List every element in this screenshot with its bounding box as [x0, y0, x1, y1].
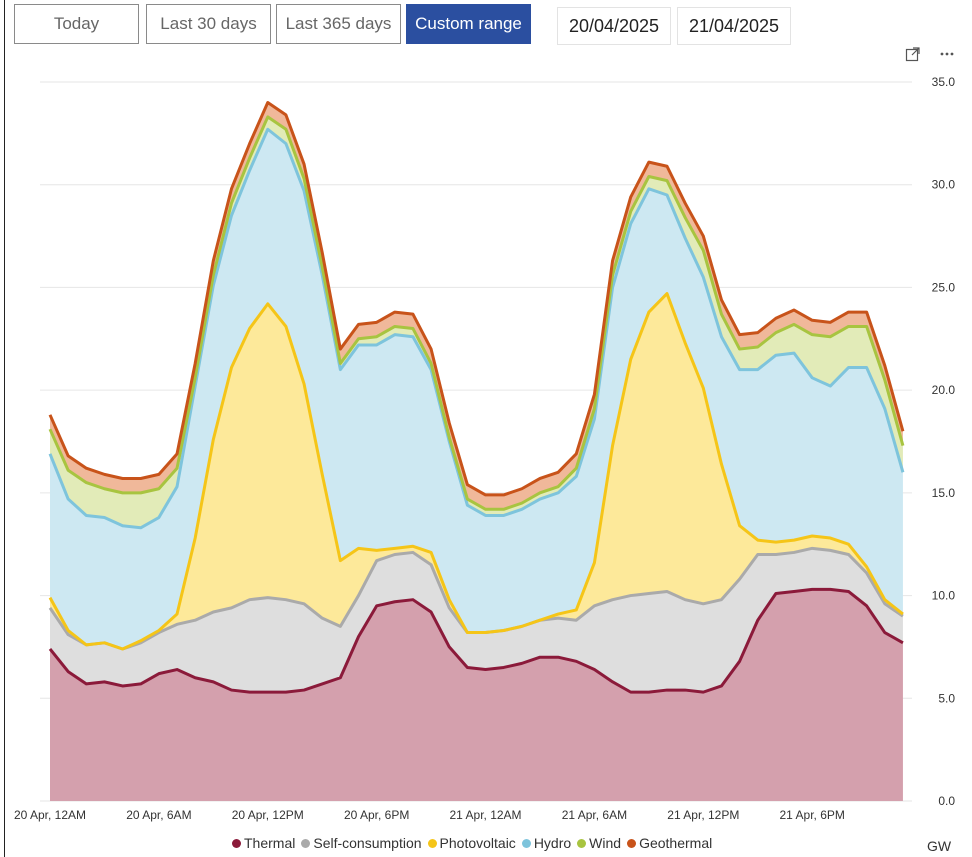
- y-tick-label: 20.0: [932, 383, 956, 397]
- end-date-field[interactable]: 21/04/2025: [677, 7, 791, 45]
- legend-item-photovoltaic[interactable]: Photovoltaic: [427, 835, 516, 851]
- last-365-days-button[interactable]: Last 365 days: [276, 4, 401, 44]
- line-wind: [48, 115, 905, 511]
- x-tick-label: 21 Apr, 6PM: [780, 808, 845, 822]
- more-options-icon[interactable]: [937, 44, 957, 64]
- x-tick-label: 21 Apr, 12PM: [667, 808, 739, 822]
- legend-label: Wind: [589, 835, 622, 851]
- legend-item-self-consumption[interactable]: Self-consumption: [301, 835, 422, 851]
- line-hydro: [48, 127, 905, 530]
- line-geothermal: [48, 101, 905, 497]
- line-photovoltaic: [48, 292, 904, 651]
- y-tick-label: 5.0: [938, 691, 955, 705]
- x-tick-label: 20 Apr, 12AM: [14, 808, 86, 822]
- x-tick-label: 20 Apr, 12PM: [232, 808, 304, 822]
- legend-label: Geothermal: [639, 835, 713, 851]
- area-photovoltaic: [50, 293, 903, 649]
- series-lines: [48, 101, 905, 694]
- last-30-days-button[interactable]: Last 30 days: [146, 4, 271, 44]
- line-thermal: [48, 587, 904, 694]
- x-axis-ticks: 20 Apr, 12AM 20 Apr, 6AM 20 Apr, 12PM 20 Ap…: [14, 808, 845, 822]
- legend-dot: [427, 838, 437, 848]
- left-border: [4, 0, 5, 857]
- legend-item-wind[interactable]: Wind: [577, 835, 621, 851]
- expand-icon[interactable]: [903, 44, 923, 64]
- x-tick-label: 21 Apr, 12AM: [450, 808, 522, 822]
- start-date-field[interactable]: 20/04/2025: [557, 7, 671, 45]
- x-tick-label: 21 Apr, 6AM: [562, 808, 627, 822]
- y-axis-ticks: 0.0 5.0 10.0 15.0 20.0 25.0 30.0 35.0: [932, 75, 956, 808]
- today-button[interactable]: Today: [14, 4, 139, 44]
- y-tick-label: 30.0: [932, 178, 956, 192]
- legend-dot: [301, 838, 311, 848]
- y-tick-label: 25.0: [932, 280, 956, 294]
- x-tick-label: 20 Apr, 6AM: [126, 808, 191, 822]
- legend-dot: [627, 838, 637, 848]
- unit-label: GW: [927, 838, 952, 854]
- y-tick-label: 15.0: [932, 486, 956, 500]
- legend-item-hydro[interactable]: Hydro: [521, 835, 572, 851]
- legend-dot: [232, 838, 241, 848]
- legend-dot: [521, 838, 531, 848]
- legend-item-thermal[interactable]: Thermal: [232, 835, 295, 851]
- x-tick-label: 20 Apr, 6PM: [344, 808, 409, 822]
- y-tick-label: 35.0: [932, 75, 956, 89]
- area-hydro: [50, 129, 903, 649]
- legend-label: Self-consumption: [313, 835, 422, 851]
- expand-icon-graphic: [905, 47, 920, 62]
- area-thermal: [50, 589, 903, 801]
- more-options-icon-graphic: [940, 52, 954, 56]
- legend-label: Hydro: [533, 835, 572, 851]
- y-tick-label: 0.0: [938, 794, 955, 808]
- area-layers: [50, 102, 903, 801]
- legend-dot: [577, 838, 587, 848]
- legend: Thermal Self-consumption Photovoltaic Hydro…: [232, 835, 714, 851]
- legend-label: Photovoltaic: [439, 835, 516, 851]
- legend-label: Thermal: [244, 835, 296, 851]
- legend-item-geothermal[interactable]: Geothermal: [627, 835, 712, 851]
- area-self-consumption: [50, 548, 903, 693]
- y-tick-label: 10.0: [932, 589, 956, 603]
- custom-range-button[interactable]: Custom range: [406, 4, 531, 44]
